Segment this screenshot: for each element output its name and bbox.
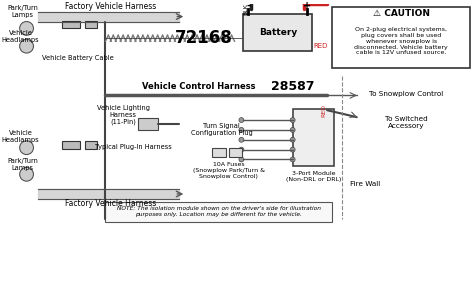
Circle shape bbox=[290, 147, 295, 152]
Text: -: - bbox=[246, 1, 250, 11]
Text: +: + bbox=[303, 1, 311, 11]
Bar bbox=[332, 7, 470, 68]
Text: Battery: Battery bbox=[259, 28, 297, 37]
Text: Factory Vehicle Harness: Factory Vehicle Harness bbox=[65, 2, 156, 11]
Bar bbox=[292, 109, 334, 166]
Circle shape bbox=[239, 147, 244, 152]
Bar bbox=[62, 21, 80, 28]
Bar bbox=[138, 118, 158, 130]
Text: RED: RED bbox=[322, 104, 327, 117]
Circle shape bbox=[290, 118, 295, 123]
Text: BLK: BLK bbox=[244, 3, 249, 15]
Circle shape bbox=[19, 141, 34, 155]
Text: Factory Vehicle Harness: Factory Vehicle Harness bbox=[65, 199, 156, 208]
Circle shape bbox=[19, 39, 34, 53]
Text: NOTE: The isolation module shown on the driver's side for illustration
purposes : NOTE: The isolation module shown on the … bbox=[117, 206, 321, 217]
Text: Vehicle
Headlamps: Vehicle Headlamps bbox=[2, 130, 39, 143]
Text: To Snowplow Control: To Snowplow Control bbox=[369, 91, 443, 97]
Bar bbox=[85, 21, 97, 28]
Circle shape bbox=[239, 137, 244, 142]
Text: Vehicle Lighting
Harness
(11-Pin): Vehicle Lighting Harness (11-Pin) bbox=[97, 105, 150, 125]
Circle shape bbox=[290, 137, 295, 142]
Text: Park/Turn
Lamps: Park/Turn Lamps bbox=[7, 158, 38, 171]
Text: Park/Turn
Lamps: Park/Turn Lamps bbox=[7, 5, 38, 18]
Text: RED: RED bbox=[313, 43, 328, 49]
Text: Typical Plug-In Harness: Typical Plug-In Harness bbox=[95, 144, 172, 150]
Circle shape bbox=[239, 127, 244, 132]
Bar bbox=[62, 141, 80, 149]
Text: Vehicle Battery Cable: Vehicle Battery Cable bbox=[42, 55, 114, 61]
Circle shape bbox=[19, 167, 34, 181]
Bar bbox=[85, 141, 97, 149]
Bar bbox=[105, 202, 332, 222]
Text: Vehicle
Headlamps: Vehicle Headlamps bbox=[2, 30, 39, 43]
Text: On 2-plug electrical systems,
plug covers shall be used
whenever snowplow is
dis: On 2-plug electrical systems, plug cover… bbox=[354, 27, 448, 55]
Bar bbox=[243, 14, 312, 51]
Circle shape bbox=[239, 157, 244, 162]
Text: 10A Fuses
(Snowplow Park/Turn &
Snowplow Control): 10A Fuses (Snowplow Park/Turn & Snowplow… bbox=[192, 162, 264, 179]
Text: Turn Signal
Configuration Plug: Turn Signal Configuration Plug bbox=[191, 123, 253, 136]
Circle shape bbox=[239, 118, 244, 123]
Circle shape bbox=[290, 157, 295, 162]
Circle shape bbox=[19, 22, 34, 35]
Text: ⚠ CAUTION: ⚠ CAUTION bbox=[373, 9, 429, 18]
Text: 72168: 72168 bbox=[175, 29, 233, 47]
Bar bbox=[228, 148, 242, 156]
Text: Vehicle Control Harness: Vehicle Control Harness bbox=[142, 82, 256, 91]
Text: 3-Port Module
(Non-DRL or DRL): 3-Port Module (Non-DRL or DRL) bbox=[286, 171, 341, 182]
Text: 28587: 28587 bbox=[271, 80, 314, 93]
Circle shape bbox=[290, 127, 295, 132]
Text: Fire Wall: Fire Wall bbox=[350, 181, 380, 187]
Bar bbox=[212, 148, 226, 156]
Text: To Switched
Accessory: To Switched Accessory bbox=[384, 115, 428, 128]
